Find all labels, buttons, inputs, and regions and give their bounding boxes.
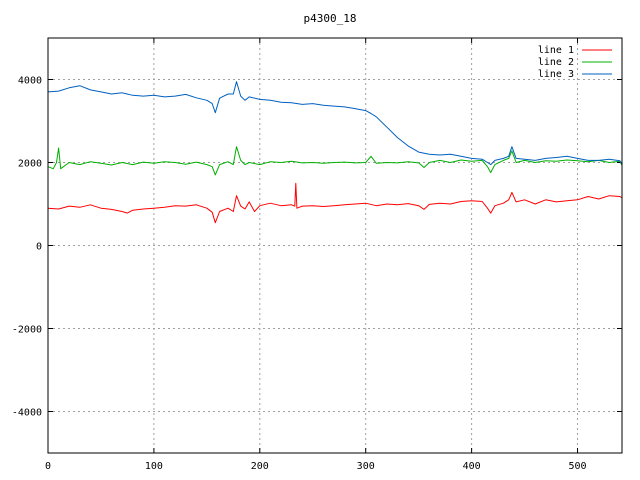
legend-label-3: line 3 [538,69,574,80]
grid [48,38,622,453]
legend-label-2: line 2 [538,57,574,68]
y-tick-label: -2000 [12,325,42,336]
x-tick-label: 500 [568,461,586,472]
x-tick-label: 300 [357,461,375,472]
x-tick-label: 100 [145,461,163,472]
y-tick-label: 2000 [18,159,42,170]
plot-frame [47,37,623,454]
legend-label-1: line 1 [538,45,574,56]
series-layer [47,81,623,224]
y-tick-label: 4000 [18,76,42,87]
series-line-2 [47,146,623,176]
x-tick-label: 400 [463,461,481,472]
x-tick-label: 200 [251,461,269,472]
series-line-1 [47,182,623,224]
axis-ticks: 0 100 200 300 400 500 -4000 -2000 0 2000 4000 [12,38,622,472]
chart-title: p4300_18 [304,12,357,25]
x-tick-label: 0 [45,461,51,472]
series-line-3 [47,81,623,166]
y-tick-label: 0 [36,242,42,253]
y-tick-label: -4000 [12,408,42,419]
